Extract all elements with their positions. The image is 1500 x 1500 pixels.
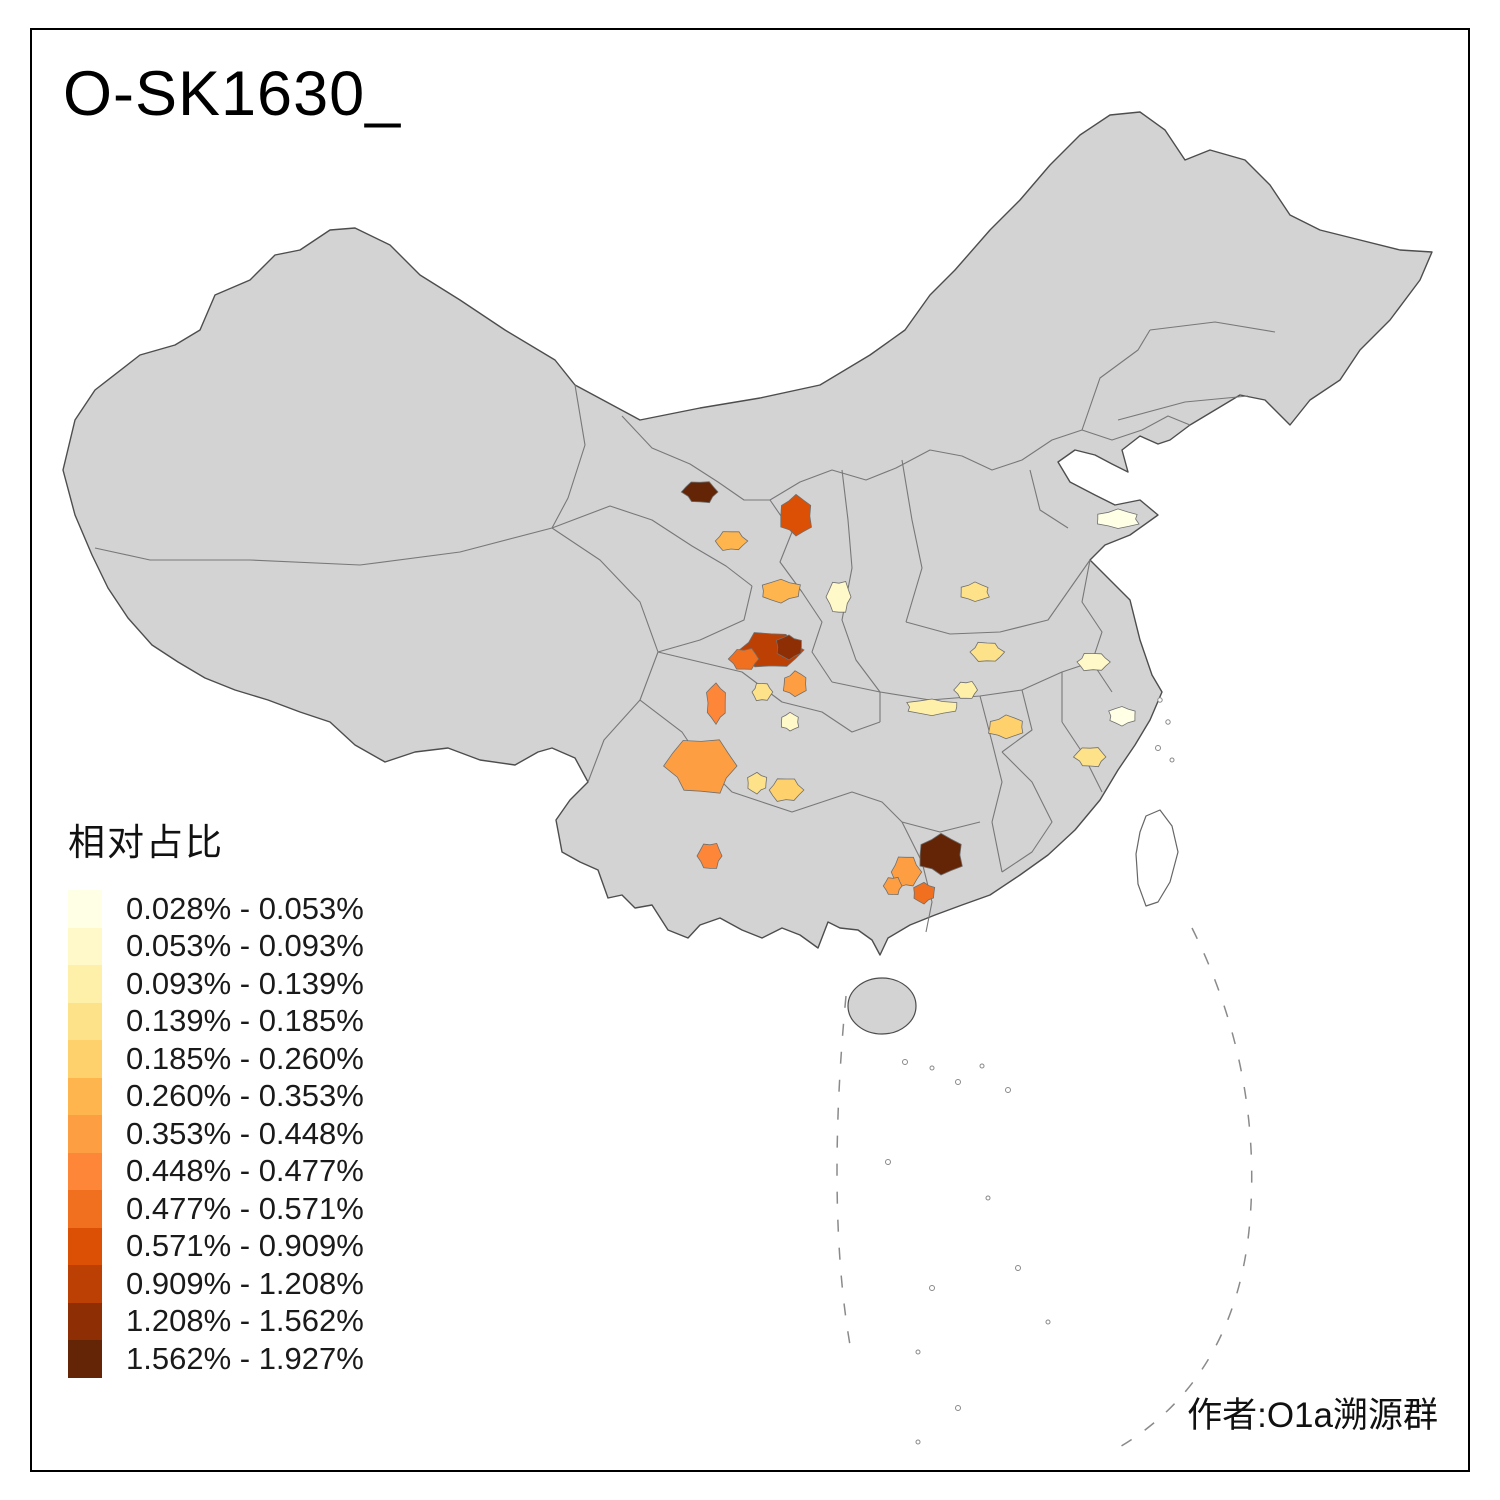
map-region xyxy=(747,771,768,795)
page-title: O-SK1630_ xyxy=(63,59,402,129)
legend-item: 0.909% - 1.208% xyxy=(68,1265,364,1303)
map-region xyxy=(775,634,802,661)
legend-item: 0.053% - 0.093% xyxy=(68,927,364,965)
map-region xyxy=(782,670,807,698)
nine-dash-line xyxy=(836,927,1253,1449)
map-region xyxy=(1096,508,1140,529)
map-region xyxy=(706,682,726,726)
legend-label: 0.909% - 1.208% xyxy=(126,1265,364,1301)
legend-item: 0.185% - 0.260% xyxy=(68,1040,364,1078)
legend-label: 0.353% - 0.448% xyxy=(126,1115,364,1151)
legend-item: 0.571% - 0.909% xyxy=(68,1227,364,1265)
legend-item: 0.477% - 0.571% xyxy=(68,1190,364,1228)
legend-swatch xyxy=(68,1002,102,1040)
legend-item: 0.260% - 0.353% xyxy=(68,1077,364,1115)
attribution: 作者:O1a溯源群 xyxy=(1187,1396,1438,1435)
sea-islands xyxy=(885,697,1175,1445)
choropleth-regions xyxy=(663,481,1140,905)
legend-swatch xyxy=(68,1265,102,1303)
map-region xyxy=(780,493,812,537)
legend-label: 0.139% - 0.185% xyxy=(126,1003,364,1039)
legend-swatch xyxy=(68,927,102,965)
map-region xyxy=(761,578,801,604)
province-borders xyxy=(94,321,1276,933)
map-region xyxy=(714,531,749,551)
map-region xyxy=(969,641,1006,662)
legend-items: 0.028% - 0.053% 0.053% - 0.093% 0.093% - 0… xyxy=(68,890,364,1378)
map-region xyxy=(1072,747,1107,768)
map-region xyxy=(882,876,903,896)
legend-swatch xyxy=(68,1190,102,1228)
legend-swatch xyxy=(68,1340,102,1378)
legend-label: 0.185% - 0.260% xyxy=(126,1040,364,1076)
map-region xyxy=(988,714,1024,740)
map-region xyxy=(727,648,760,670)
map-region xyxy=(768,778,805,802)
legend-swatch xyxy=(68,1152,102,1190)
legend-swatch xyxy=(68,965,102,1003)
legend-label: 1.562% - 1.927% xyxy=(126,1340,364,1376)
map-region xyxy=(696,842,723,869)
legend-label: 0.260% - 0.353% xyxy=(126,1078,364,1114)
legend: 相对占比 0.028% - 0.053% 0.053% - 0.093% 0.093… xyxy=(68,812,364,1378)
legend-label: 0.477% - 0.571% xyxy=(126,1190,364,1226)
legend-label: 1.208% - 1.562% xyxy=(126,1303,364,1339)
map-region xyxy=(751,682,774,702)
map-region xyxy=(663,739,738,794)
china-outline xyxy=(62,111,1433,956)
legend-item: 1.562% - 1.927% xyxy=(68,1340,364,1378)
map-region xyxy=(953,680,978,699)
legend-item: 0.353% - 0.448% xyxy=(68,1115,364,1153)
legend-swatch xyxy=(68,1040,102,1078)
legend-swatch xyxy=(68,1227,102,1265)
legend-item: 0.093% - 0.139% xyxy=(68,965,364,1003)
legend-item: 0.139% - 0.185% xyxy=(68,1002,364,1040)
map-region xyxy=(1108,706,1136,727)
legend-label: 0.571% - 0.909% xyxy=(126,1228,364,1264)
map-region xyxy=(960,581,990,602)
legend-swatch xyxy=(68,1115,102,1153)
map-region xyxy=(919,832,963,876)
map-region xyxy=(1076,652,1111,672)
legend-swatch xyxy=(68,1077,102,1115)
legend-label: 0.028% - 0.053% xyxy=(126,890,364,926)
legend-label: 0.093% - 0.139% xyxy=(126,965,364,1001)
map-region xyxy=(680,481,719,504)
taiwan-island xyxy=(1135,809,1179,907)
map-region xyxy=(906,698,958,717)
legend-item: 1.208% - 1.562% xyxy=(68,1302,364,1340)
legend-item: 0.448% - 0.477% xyxy=(68,1152,364,1190)
legend-swatch xyxy=(68,1302,102,1340)
map-region xyxy=(825,581,852,613)
legend-title: 相对占比 xyxy=(68,822,224,863)
legend-swatch xyxy=(68,890,102,928)
map-region xyxy=(780,711,800,732)
legend-label: 0.448% - 0.477% xyxy=(126,1153,364,1189)
legend-item: 0.028% - 0.053% xyxy=(68,890,364,928)
hainan-island xyxy=(847,977,917,1035)
map-region xyxy=(913,881,936,905)
legend-label: 0.053% - 0.093% xyxy=(126,928,364,964)
